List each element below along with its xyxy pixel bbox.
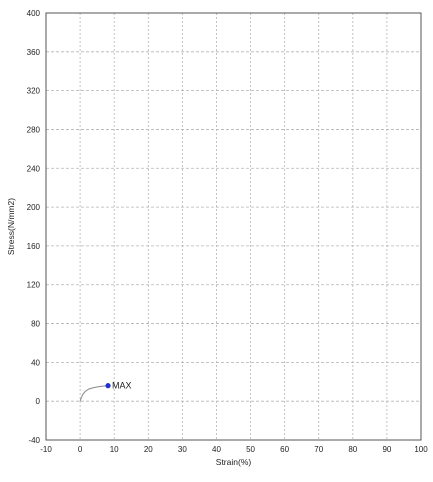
x-tick-label: 80 bbox=[348, 445, 357, 454]
max-point-label: MAX bbox=[112, 381, 132, 391]
x-tick-label: 10 bbox=[110, 445, 119, 454]
y-axis-ticks: -40 0 40 80 120 160 200 240 280 320 360 400 bbox=[27, 9, 41, 445]
stress-strain-curve bbox=[79, 385, 109, 402]
y-tick-label: -40 bbox=[28, 436, 40, 445]
x-tick-label: 20 bbox=[144, 445, 153, 454]
x-tick-label: 50 bbox=[246, 445, 255, 454]
x-tick-label: 90 bbox=[382, 445, 391, 454]
y-tick-label: 400 bbox=[27, 9, 41, 18]
x-axis-label: Strain(%) bbox=[216, 457, 252, 467]
x-tick-label: 100 bbox=[414, 445, 428, 454]
grid-layer bbox=[46, 13, 421, 440]
max-point-marker bbox=[105, 383, 111, 389]
series-layer: MAX bbox=[79, 381, 132, 402]
x-tick-label: -10 bbox=[40, 445, 52, 454]
y-tick-label: 40 bbox=[31, 358, 40, 367]
y-tick-label: 360 bbox=[27, 48, 41, 57]
plot-area-border bbox=[45, 12, 422, 441]
x-tick-label: 0 bbox=[78, 445, 83, 454]
y-axis-label: Stress(N/mm2) bbox=[6, 198, 16, 255]
y-tick-label: 280 bbox=[27, 125, 41, 134]
plot-frame bbox=[45, 12, 422, 441]
y-tick-label: 160 bbox=[27, 242, 41, 251]
y-tick-label: 200 bbox=[27, 203, 41, 212]
x-axis-ticks: -10 0 10 20 30 40 50 60 70 80 90 100 bbox=[40, 445, 428, 454]
y-tick-label: 120 bbox=[27, 281, 41, 290]
y-tick-label: 0 bbox=[36, 397, 41, 406]
x-tick-label: 60 bbox=[280, 445, 289, 454]
x-tick-label: 70 bbox=[314, 445, 323, 454]
y-tick-label: 80 bbox=[31, 320, 40, 329]
x-tick-label: 30 bbox=[178, 445, 187, 454]
y-tick-label: 320 bbox=[27, 87, 41, 96]
y-tick-label: 240 bbox=[27, 164, 41, 173]
x-tick-label: 40 bbox=[212, 445, 221, 454]
